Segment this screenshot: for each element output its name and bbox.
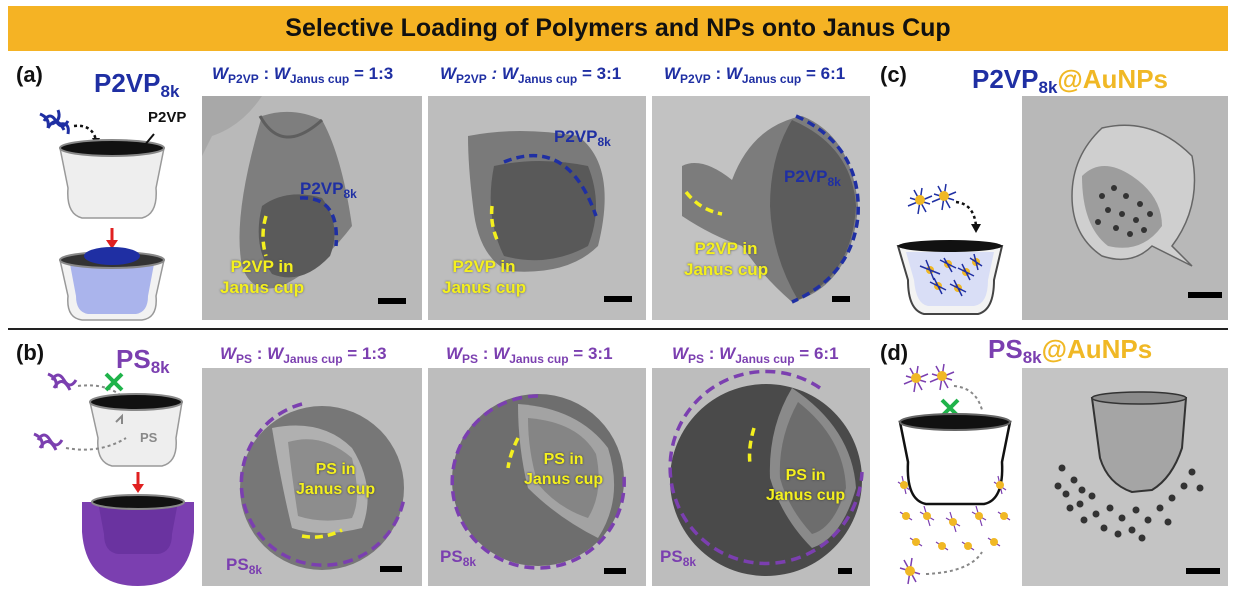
schematic-ps-loading: PS: [33, 372, 194, 586]
ratio-label-b2: WPS : WJanus cup = 3:1: [446, 344, 613, 366]
annotation-p2vp: P2VP8k: [554, 127, 611, 149]
panel-b-polymer-name: PS8k: [116, 344, 170, 377]
tem-image-b1: PS in Janus cup PS8k: [202, 368, 422, 586]
tem-image-a3: P2VP8k P2VP in Janus cup: [652, 96, 870, 320]
annotation-ps-in-janus-cup: PS in Janus cup: [524, 451, 604, 488]
janus-cup-icon: [898, 413, 1012, 506]
p2vp-dashed-outline: [299, 196, 339, 247]
annotation-p2vp-in-janus-cup: P2VP in Janus cup: [442, 257, 527, 297]
scale-bar: [604, 568, 626, 574]
scale-bar: [378, 298, 406, 304]
scale-bar: [1186, 568, 1220, 574]
panel-c-label: (c): [880, 62, 907, 87]
ratio-label-a2: WP2VP : WJanus cup = 3:1: [440, 64, 622, 86]
scale-bar: [604, 296, 632, 302]
tem-image-a1: P2VP8k P2VP in Janus cup: [202, 96, 422, 320]
annotation-p2vp: P2VP8k: [784, 167, 841, 189]
annotation-ps: PS8k: [440, 547, 477, 569]
p2vp-in-cup-dashed-line: [261, 215, 268, 257]
ratio-label-b1: WPS : WJanus cup = 1:3: [220, 344, 387, 366]
ps-dashed-outline: [239, 402, 406, 567]
schematic-p2vp-loading: P2VP: [39, 109, 186, 321]
ps-small-label: PS: [140, 430, 158, 445]
schematic-p2vp-aunps-loading: [896, 240, 1004, 315]
ratio-label-a1: WP2VP : WJanus cup = 1:3: [212, 64, 394, 86]
row-divider: [8, 328, 1228, 330]
tem-image-c: [1022, 96, 1228, 320]
scale-bar: [838, 568, 852, 574]
janus-cup-filled-icon: [59, 247, 165, 321]
schematic-ps-aunps-loading: [897, 363, 1012, 585]
annotation-ps-in-janus-cup: PS in Janus cup: [296, 461, 376, 498]
blocked-x-icon: [104, 372, 124, 392]
p2vp-small-label: P2VP: [148, 109, 186, 126]
janus-cup-ps-filled-icon: [82, 494, 194, 586]
title-banner: Selective Loading of Polymers and NPs on…: [8, 6, 1228, 51]
annotation-ps-in-janus-cup: PS in Janus cup: [766, 467, 846, 504]
aunp-particles-icon: [907, 183, 981, 233]
annotation-p2vp: P2VP8k: [300, 179, 357, 201]
panel-c-title: P2VP8k@AuNPs: [972, 64, 1169, 97]
panel-a-label: (a): [16, 62, 43, 87]
annotation-p2vp-in-janus-cup: P2VP in Janus cup: [684, 239, 769, 279]
annotation-p2vp-in-janus-cup: P2VP in Janus cup: [220, 257, 305, 297]
tem-image-b3: PS in Janus cup PS8k: [652, 368, 870, 586]
scale-bar: [832, 296, 850, 302]
figure-title: Selective Loading of Polymers and NPs on…: [285, 14, 951, 42]
annotation-ps: PS8k: [226, 555, 263, 577]
scale-bar: [1188, 292, 1222, 298]
janus-cup-icon: [89, 393, 183, 467]
tem-image-d: [1022, 368, 1228, 586]
annotation-ps: PS8k: [660, 547, 697, 569]
panel-a-polymer-name: P2VP8k: [94, 68, 180, 101]
janus-cup-icon: [59, 139, 165, 219]
ratio-label-b3: WPS : WJanus cup = 6:1: [672, 344, 839, 366]
polymer-coil-icon: [39, 109, 70, 135]
ratio-label-a3: WP2VP : WJanus cup = 6:1: [664, 64, 846, 86]
tem-image-a2: P2VP8k P2VP in Janus cup: [428, 96, 646, 320]
tem-image-b2: PS in Janus cup PS8k: [428, 368, 646, 586]
panel-d-title: PS8k@AuNPs: [988, 334, 1153, 367]
panel-d-label: (d): [880, 340, 909, 365]
scale-bar: [380, 566, 402, 572]
panel-b-label: (b): [16, 340, 45, 365]
